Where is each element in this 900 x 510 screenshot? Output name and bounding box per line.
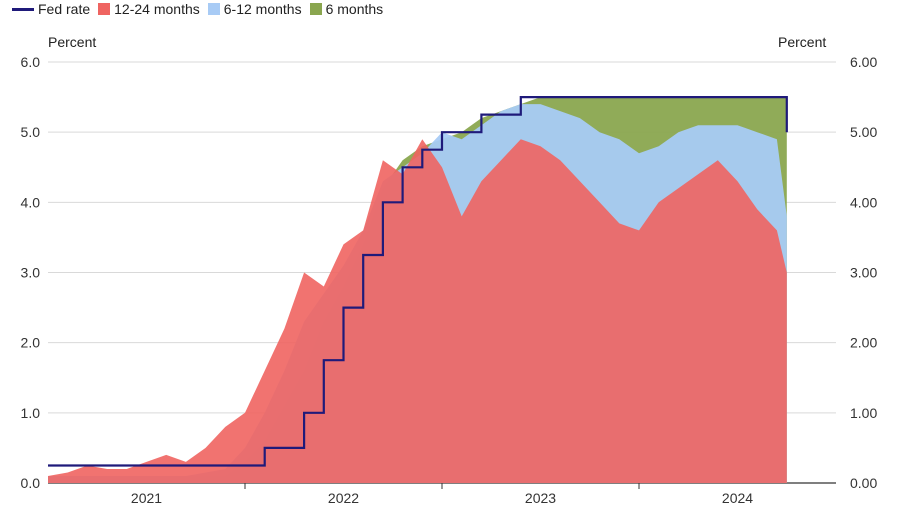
y-tick-label-left: 3.0 [21,265,41,281]
y-tick-label-right: 1.00 [850,405,877,421]
legend: Fed rate 12-24 months 6-12 months 6 mont… [12,0,391,18]
legend-label-6-months: 6 months [325,1,384,17]
y-axis-unit-right: Percent [778,34,827,50]
x-tick-label: 2023 [525,490,556,506]
legend-item-6-12-months: 6-12 months [207,1,302,17]
y-tick-label-right: 6.00 [850,54,877,70]
legend-item-6-months: 6 months [309,1,384,17]
legend-swatch-12-24-months [98,3,111,15]
y-tick-label-left: 4.0 [21,194,41,210]
y-tick-label-left: 5.0 [21,124,41,140]
legend-swatch-6-months [309,3,322,15]
y-axis-unit-left: Percent [48,34,97,50]
y-tick-label-left: 2.0 [21,335,41,351]
x-tick-label: 2024 [722,490,753,506]
y-tick-label-right: 4.00 [850,194,877,210]
legend-label-12-24-months: 12-24 months [114,1,200,17]
x-tick-label: 2021 [131,490,162,506]
y-tick-label-left: 0.0 [21,475,41,491]
legend-item-12-24-months: 12-24 months [98,1,200,17]
series-fed-rate-line [48,96,788,467]
y-tick-label-right: 5.00 [850,124,877,140]
x-tick-label: 2022 [328,490,359,506]
y-tick-label-left: 6.0 [21,54,41,70]
legend-swatch-fed-rate [12,7,34,11]
legend-swatch-6-12-months [207,3,220,15]
y-tick-label-left: 1.0 [21,405,41,421]
legend-item-fed-rate: Fed rate [12,1,90,17]
y-tick-label-right: 0.00 [850,475,877,491]
series-12-24-months-area [48,139,787,483]
legend-label-fed-rate: Fed rate [38,1,91,17]
y-tick-label-right: 2.00 [850,335,877,351]
y-tick-label-right: 3.00 [850,265,877,281]
legend-label-6-12-months: 6-12 months [223,1,302,17]
